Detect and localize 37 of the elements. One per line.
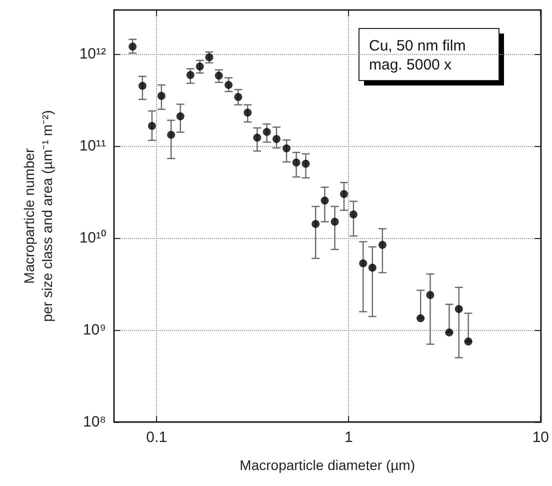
y-tick-label: 10¹¹ — [79, 137, 106, 154]
point — [359, 259, 368, 268]
y-tick-label: 10¹² — [79, 45, 106, 62]
point — [186, 70, 194, 79]
y-tick-label: 10⁸ — [82, 414, 106, 430]
x-tick-label: 10 — [532, 429, 549, 446]
point — [244, 108, 252, 117]
point — [320, 196, 329, 205]
point — [167, 130, 176, 139]
point — [157, 92, 166, 100]
point — [214, 72, 223, 80]
x-axis-title: Macroparticle diameter (µm) — [240, 457, 415, 473]
point — [224, 80, 233, 89]
y-tick-label: 10⁹ — [82, 321, 106, 338]
point — [253, 134, 262, 142]
point — [282, 144, 291, 152]
x-tick-label: 0.1 — [146, 429, 168, 446]
point — [349, 210, 358, 218]
point — [148, 122, 156, 130]
point — [302, 160, 310, 168]
point — [234, 93, 242, 102]
point — [196, 62, 204, 70]
point — [272, 134, 280, 143]
point — [176, 112, 184, 120]
point — [368, 264, 376, 272]
point — [138, 82, 146, 90]
x-tick-label: 1 — [344, 429, 353, 446]
point — [312, 220, 320, 228]
point — [330, 218, 339, 226]
y-axis-title: Macroparticle number per size class and area (µm⁻¹ m⁻²) — [21, 110, 55, 322]
annotation: Cu, 50 nm film mag. 5000 x — [369, 38, 466, 74]
point — [262, 128, 271, 136]
point — [128, 42, 137, 51]
point — [292, 158, 300, 167]
point — [378, 240, 386, 249]
point — [340, 190, 348, 198]
y-tick-label: 10¹⁰ — [79, 229, 106, 246]
